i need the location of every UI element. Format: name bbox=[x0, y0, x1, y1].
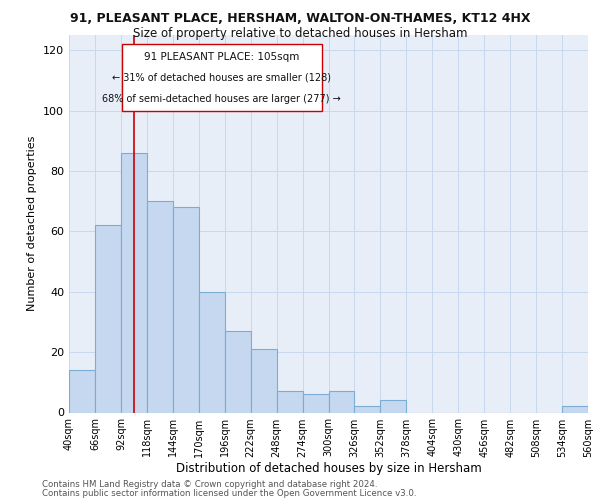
Bar bbox=[199, 292, 224, 412]
Bar bbox=[147, 201, 173, 412]
Text: 91, PLEASANT PLACE, HERSHAM, WALTON-ON-THAMES, KT12 4HX: 91, PLEASANT PLACE, HERSHAM, WALTON-ON-T… bbox=[70, 12, 530, 26]
X-axis label: Distribution of detached houses by size in Hersham: Distribution of detached houses by size … bbox=[176, 462, 481, 475]
Text: 91 PLEASANT PLACE: 105sqm: 91 PLEASANT PLACE: 105sqm bbox=[144, 52, 299, 62]
Y-axis label: Number of detached properties: Number of detached properties bbox=[28, 136, 37, 312]
Bar bbox=[224, 331, 251, 412]
Bar bbox=[355, 406, 380, 412]
Bar bbox=[173, 207, 199, 412]
FancyBboxPatch shape bbox=[122, 44, 322, 110]
Text: 68% of semi-detached houses are larger (277) →: 68% of semi-detached houses are larger (… bbox=[103, 94, 341, 104]
Bar bbox=[562, 406, 588, 412]
Text: ← 31% of detached houses are smaller (128): ← 31% of detached houses are smaller (12… bbox=[112, 73, 331, 83]
Bar bbox=[69, 370, 95, 412]
Text: Size of property relative to detached houses in Hersham: Size of property relative to detached ho… bbox=[133, 28, 467, 40]
Bar bbox=[277, 392, 302, 412]
Text: Contains HM Land Registry data © Crown copyright and database right 2024.: Contains HM Land Registry data © Crown c… bbox=[42, 480, 377, 489]
Bar bbox=[121, 153, 147, 412]
Bar bbox=[380, 400, 406, 412]
Bar bbox=[95, 226, 121, 412]
Bar bbox=[329, 392, 355, 412]
Bar bbox=[251, 349, 277, 412]
Text: Contains public sector information licensed under the Open Government Licence v3: Contains public sector information licen… bbox=[42, 488, 416, 498]
Bar bbox=[302, 394, 329, 412]
